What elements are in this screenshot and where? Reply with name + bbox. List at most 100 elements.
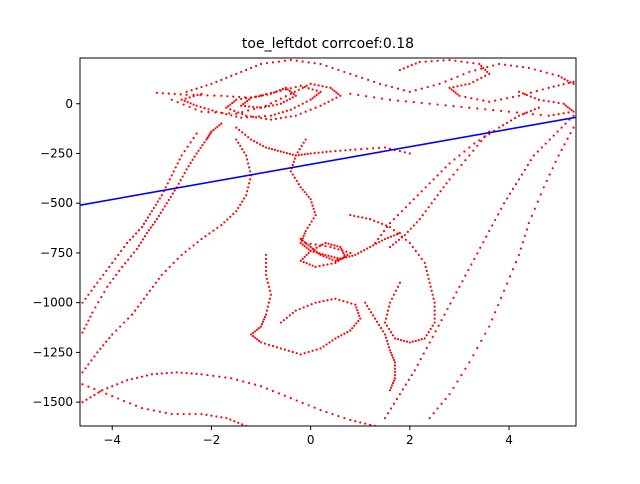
data-point [349, 92, 352, 95]
data-point [448, 393, 451, 396]
data-point [402, 89, 405, 92]
data-point [552, 113, 555, 116]
data-point [245, 97, 248, 100]
data-point [454, 59, 457, 62]
data-point [346, 301, 349, 304]
data-point [343, 255, 346, 259]
data-point [384, 224, 388, 227]
data-point [350, 302, 353, 305]
data-point [271, 389, 275, 393]
data-point [145, 231, 149, 235]
data-point [242, 103, 245, 106]
data-point [476, 144, 479, 148]
data-point [448, 162, 451, 165]
data-point [172, 170, 175, 173]
data-point [200, 373, 203, 376]
data-point [282, 319, 285, 322]
data-point [436, 59, 439, 62]
data-point [438, 82, 441, 85]
data-point [287, 349, 290, 352]
data-point [424, 186, 427, 189]
data-point [294, 309, 297, 312]
data-point [566, 105, 569, 109]
data-point [389, 407, 393, 410]
data-point [364, 422, 367, 425]
data-point [263, 114, 267, 118]
data-point [180, 98, 183, 101]
data-point [305, 253, 308, 257]
data-point [171, 192, 174, 195]
data-point [328, 257, 331, 260]
data-point [564, 122, 567, 125]
data-point [356, 309, 359, 312]
data-point [305, 193, 308, 196]
data-point [334, 259, 337, 262]
data-point [294, 94, 297, 97]
data-point [301, 401, 304, 405]
data-point [266, 305, 270, 308]
data-point [389, 235, 393, 238]
data-point [83, 327, 86, 330]
data-point [303, 153, 306, 156]
data-point [557, 84, 560, 87]
data-point [400, 236, 403, 239]
data-point [464, 159, 467, 162]
data-point [419, 358, 422, 361]
data-point [241, 113, 244, 116]
data-point [304, 110, 307, 113]
data-point [295, 179, 298, 183]
data-point [269, 293, 273, 296]
data-point [295, 352, 298, 355]
data-point [149, 226, 153, 229]
data-point [476, 107, 479, 110]
data-point [279, 97, 282, 100]
data-point [440, 402, 443, 405]
data-point [207, 135, 210, 138]
data-point [315, 250, 318, 253]
data-point [195, 132, 198, 135]
data-point [536, 150, 539, 153]
data-point [274, 99, 278, 103]
data-point [334, 149, 337, 153]
data-point [357, 319, 360, 323]
data-point [428, 102, 431, 105]
data-point [180, 253, 183, 257]
data-point [252, 331, 255, 335]
data-point [430, 60, 433, 63]
data-point [529, 159, 532, 162]
data-point [158, 197, 161, 200]
data-point [160, 194, 163, 197]
data-point [301, 102, 304, 105]
data-point [233, 420, 236, 423]
data-point [396, 232, 400, 235]
data-point [241, 200, 244, 203]
data-point [257, 95, 261, 98]
data-point [174, 166, 177, 169]
data-point [531, 113, 534, 116]
data-point [298, 148, 301, 151]
data-point [226, 95, 229, 98]
data-point [414, 62, 417, 65]
data-point [365, 95, 368, 98]
data-point [331, 412, 334, 416]
data-point [394, 289, 398, 292]
data-point [408, 202, 411, 205]
x-tick-label: 4 [505, 433, 513, 447]
data-point [147, 229, 151, 232]
data-point [297, 88, 300, 91]
data-point [491, 224, 494, 227]
data-point [264, 93, 268, 96]
data-point [343, 416, 346, 420]
data-point [514, 260, 518, 264]
data-point [474, 69, 477, 72]
data-point [245, 154, 248, 157]
data-point [161, 208, 164, 211]
data-point [348, 255, 351, 258]
data-point [444, 104, 447, 107]
data-point [462, 73, 465, 76]
data-point [515, 65, 519, 68]
data-point [264, 265, 268, 268]
data-point [330, 255, 333, 258]
